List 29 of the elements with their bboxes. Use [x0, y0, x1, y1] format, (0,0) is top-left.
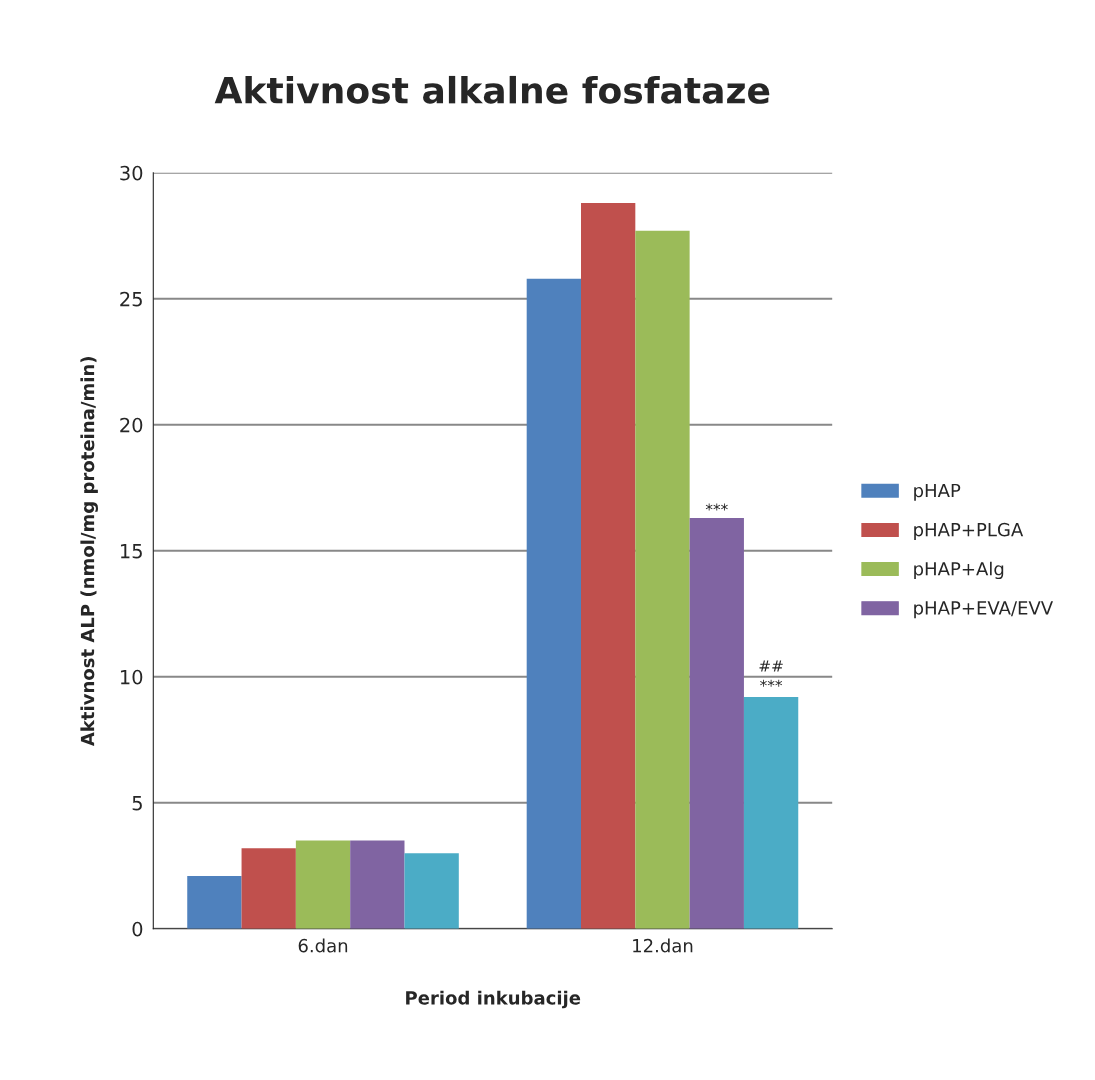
annotation: *** — [705, 503, 728, 511]
y-tick-label: 10 — [120, 669, 143, 685]
legend-label: pHAP+EVA/EVV — [914, 601, 1053, 619]
bar — [581, 203, 636, 929]
bar — [404, 853, 459, 929]
y-tick-label: 30 — [120, 165, 143, 181]
y-tick-label: 5 — [132, 796, 142, 811]
y-tick-label: 0 — [132, 921, 143, 937]
legend-label: pHAP+PLGA — [914, 522, 1024, 540]
bar — [635, 230, 690, 929]
bar — [689, 518, 744, 929]
bar — [743, 696, 799, 929]
annotation: ## — [759, 660, 783, 672]
legend-label: pHAP+Alg — [914, 561, 1004, 580]
bar — [295, 840, 351, 929]
x-tick-label: 6.dan — [298, 938, 348, 953]
annotation: *** — [760, 679, 783, 687]
chart-title: Aktivnost alkalne fosfataze — [214, 75, 770, 104]
bar — [350, 840, 405, 929]
bar — [526, 278, 582, 929]
legend-label: pHAP — [914, 483, 961, 501]
y-tick-label: 20 — [120, 417, 143, 433]
y-axis-title: Aktivnost ALP (nmol/mg proteina/min) — [80, 357, 98, 747]
x-axis-title: Period inkubacije — [406, 990, 581, 1009]
y-tick-label: 15 — [120, 544, 142, 559]
bar — [241, 848, 296, 929]
y-tick-label: 25 — [120, 291, 142, 307]
bar — [187, 875, 242, 929]
x-tick-label: 12.dan — [633, 938, 693, 953]
